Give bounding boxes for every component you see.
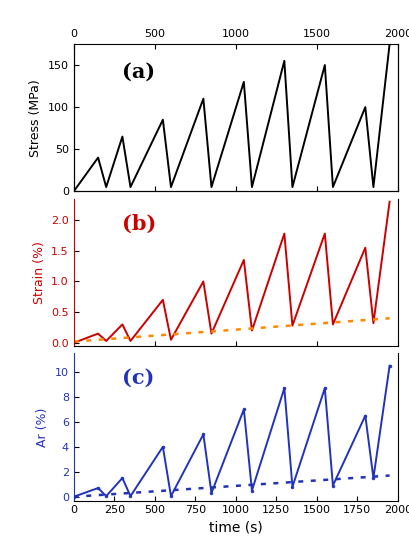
X-axis label: time (s): time (s)	[208, 521, 262, 535]
Y-axis label: Strain (%): Strain (%)	[33, 241, 45, 304]
Text: (a): (a)	[122, 62, 155, 81]
Y-axis label: Ar (%): Ar (%)	[36, 407, 49, 447]
Text: (b): (b)	[122, 213, 156, 233]
Y-axis label: Stress (MPa): Stress (MPa)	[29, 79, 42, 157]
Text: (c): (c)	[122, 368, 154, 388]
